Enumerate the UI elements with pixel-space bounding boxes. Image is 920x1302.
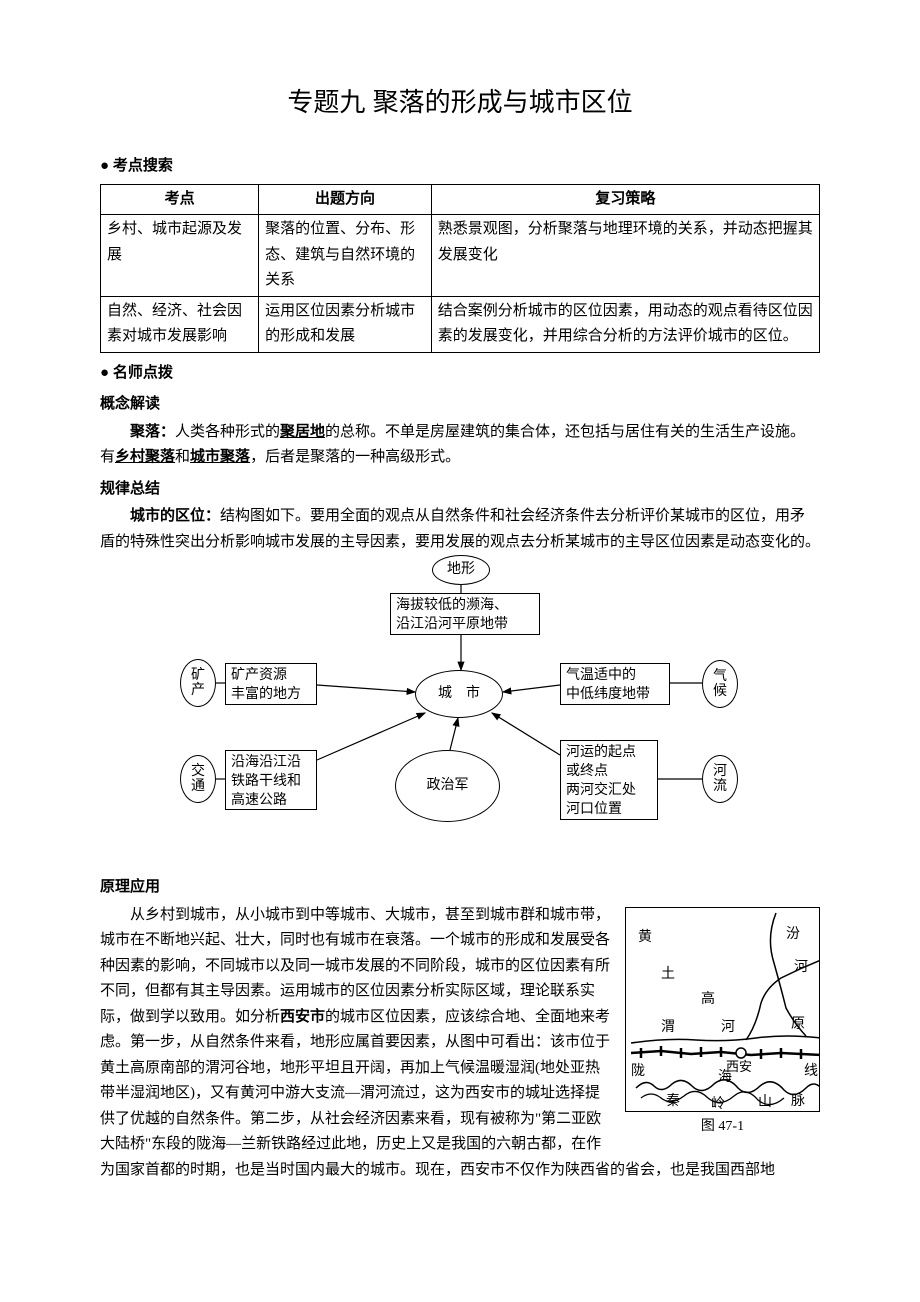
map-label-qin: 秦 bbox=[666, 1090, 680, 1112]
diagram-node-left_b1: 矿产资源丰富的地方 bbox=[225, 663, 317, 705]
page-title: 专题九 聚落的形成与城市区位 bbox=[100, 80, 820, 124]
concept-u2: 乡村聚落 bbox=[115, 449, 175, 465]
concept-t3: 和 bbox=[175, 449, 190, 465]
concept-u3: 城市聚落 bbox=[190, 449, 250, 465]
diagram-node-bot_c: 政治军 bbox=[395, 750, 500, 822]
diagram-node-top_e: 地形 bbox=[432, 555, 490, 585]
diagram-node-top_b: 海拔较低的濒海、沿江沿河平原地带 bbox=[390, 593, 540, 635]
concept-paragraph: 聚落：人类各种形式的聚居地的总称。不单是房屋建筑的集合体，还包括与居住有关的生活… bbox=[100, 420, 820, 471]
map-label-ling: 岭 bbox=[711, 1093, 725, 1112]
map-figure: 黄 土 高 原 汾 河 渭 河 西安 陇 海 线 秦 岭 山 脉 图 47-1 bbox=[625, 907, 820, 1139]
map-label-yuan: 原 bbox=[791, 1013, 805, 1037]
map-label-he1: 河 bbox=[794, 956, 808, 980]
diagram-node-right_b2: 河运的起点或终点两河交汇处河口位置 bbox=[560, 740, 658, 820]
diagram-node-left_e1: 矿产 bbox=[180, 659, 216, 707]
rule-lead: 城市的区位： bbox=[130, 508, 220, 524]
th-1: 出题方向 bbox=[259, 184, 432, 215]
map-label-gao: 高 bbox=[701, 988, 715, 1012]
th-2: 复习策略 bbox=[431, 184, 819, 215]
section-glzj: 规律总结 bbox=[100, 477, 820, 503]
diagram-node-right_b1: 气温适中的中低纬度地带 bbox=[560, 663, 670, 705]
td: 运用区位因素分析城市的形成和发展 bbox=[259, 296, 432, 352]
td: 聚落的位置、分布、形态、建筑与自然环境的关系 bbox=[259, 215, 432, 297]
diagram-node-right_e2: 河流 bbox=[702, 755, 738, 803]
concept-u1: 聚居地 bbox=[280, 424, 325, 440]
section-gnjd: 概念解读 bbox=[100, 392, 820, 418]
concept-t1: 人类各种形式的 bbox=[175, 424, 280, 440]
map-label-huang: 黄 bbox=[638, 926, 652, 950]
map-label-hai: 海 bbox=[718, 1066, 732, 1090]
map-label-tu: 土 bbox=[661, 963, 675, 987]
city-location-diagram: 城 市 地形海拔较低的濒海、沿江沿河平原地带矿产矿产资源丰富的地方 气候气温适中的中… bbox=[180, 555, 740, 865]
td: 熟悉景观图，分析聚落与地理环境的关系，并动态把握其发展变化 bbox=[431, 215, 819, 297]
table-header-row: 考点 出题方向 复习策略 bbox=[101, 184, 820, 215]
diagram-node-center: 城 市 bbox=[415, 670, 503, 718]
map-label-fen: 汾 bbox=[786, 923, 800, 947]
map-label-he2: 河 bbox=[721, 1016, 735, 1040]
table-row: 自然、经济、社会因素对城市发展影响 运用区位因素分析城市的形成和发展 结合案例分… bbox=[101, 296, 820, 352]
map-label-wei: 渭 bbox=[661, 1016, 675, 1040]
section-kdss: 考点搜索 bbox=[100, 154, 820, 180]
section-ylyy: 原理应用 bbox=[100, 875, 820, 901]
table-row: 乡村、城市起源及发展 聚落的位置、分布、形态、建筑与自然环境的关系 熟悉景观图，… bbox=[101, 215, 820, 297]
concept-lead: 聚落： bbox=[130, 424, 175, 440]
diagram-node-right_e1: 气候 bbox=[702, 660, 738, 708]
map-label-xian2: 线 bbox=[804, 1060, 818, 1084]
xian-map: 黄 土 高 原 汾 河 渭 河 西安 陇 海 线 秦 岭 山 脉 bbox=[625, 907, 820, 1112]
td: 自然、经济、社会因素对城市发展影响 bbox=[101, 296, 259, 352]
exam-points-table: 考点 出题方向 复习策略 乡村、城市起源及发展 聚落的位置、分布、形态、建筑与自… bbox=[100, 184, 820, 353]
app-t1: 从乡村到城市，从小城市到中等城市、大城市，甚至到城市群和城市带，城市在不断地兴起… bbox=[100, 907, 610, 1025]
concept-t4: ，后者是聚落的一种高级形式。 bbox=[250, 449, 460, 465]
section-msdp: 名师点拨 bbox=[100, 361, 820, 387]
map-label-long: 陇 bbox=[631, 1060, 645, 1084]
map-caption: 图 47-1 bbox=[625, 1115, 820, 1139]
diagram-node-left_b2: 沿海沿江沿铁路干线和高速公路 bbox=[225, 750, 317, 810]
td: 结合案例分析城市的区位因素，用动态的观点看待区位因素的发展变化，并用综合分析的方… bbox=[431, 296, 819, 352]
map-label-shan: 山 bbox=[758, 1091, 772, 1112]
rule-paragraph: 城市的区位：结构图如下。要用全面的观点从自然条件和社会经济条件去分析评价某城市的… bbox=[100, 504, 820, 555]
diagram-node-left_e2: 交通 bbox=[180, 755, 216, 803]
app-bold: 西安市 bbox=[280, 1009, 325, 1025]
map-label-mai: 脉 bbox=[791, 1090, 805, 1112]
th-0: 考点 bbox=[101, 184, 259, 215]
application-block: 黄 土 高 原 汾 河 渭 河 西安 陇 海 线 秦 岭 山 脉 图 47-1 … bbox=[100, 903, 820, 1184]
td: 乡村、城市起源及发展 bbox=[101, 215, 259, 297]
